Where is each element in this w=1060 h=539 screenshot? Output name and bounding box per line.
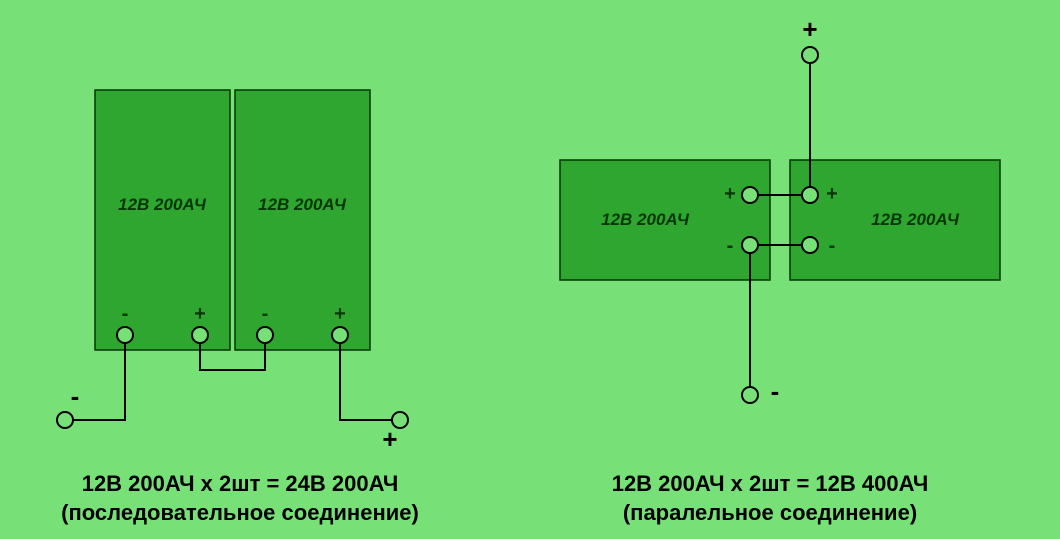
parallel-b2-minus-sign: - — [829, 235, 836, 257]
series-battery-2 — [235, 90, 370, 350]
series-b2-plus-node — [332, 327, 348, 343]
series-b1-minus-sign: - — [122, 303, 129, 325]
parallel-caption-line1: 12В 200АЧ х 2шт = 12В 400АЧ — [560, 470, 980, 499]
series-b2-plus-sign: + — [334, 303, 346, 325]
parallel-out-minus-node — [742, 387, 758, 403]
series-b1-plus-sign: + — [194, 303, 206, 325]
series-caption-line1: 12В 200АЧ х 2шт = 24В 200АЧ — [30, 470, 450, 499]
series-caption: 12В 200АЧ х 2шт = 24В 200АЧ (последовате… — [30, 470, 450, 527]
parallel-diagram: 12В 200АЧ 12В 200АЧ + - + - + - — [560, 14, 1000, 406]
series-out-plus-sign: + — [382, 424, 397, 454]
parallel-out-plus-node — [802, 47, 818, 63]
series-out-minus-node — [57, 412, 73, 428]
parallel-b1-minus-sign: - — [727, 235, 734, 257]
parallel-out-plus-sign: + — [802, 14, 817, 44]
parallel-b2-plus-node — [802, 187, 818, 203]
series-diagram: 12В 200АЧ 12В 200АЧ - + - + - + — [57, 90, 408, 454]
series-b1-plus-node — [192, 327, 208, 343]
series-b2-minus-sign: - — [262, 303, 269, 325]
parallel-b2-minus-node — [802, 237, 818, 253]
series-b2-minus-node — [257, 327, 273, 343]
series-battery-1 — [95, 90, 230, 350]
parallel-battery-1-label: 12В 200АЧ — [601, 210, 690, 229]
parallel-out-minus-sign: - — [771, 376, 780, 406]
parallel-caption: 12В 200АЧ х 2шт = 12В 400АЧ (паралельное… — [560, 470, 980, 527]
parallel-b2-plus-sign: + — [826, 183, 838, 205]
series-battery-2-label: 12В 200АЧ — [258, 195, 347, 214]
series-out-minus-sign: - — [71, 381, 80, 411]
parallel-b1-plus-sign: + — [724, 183, 736, 205]
series-b1-minus-node — [117, 327, 133, 343]
series-caption-line2: (последовательное соединение) — [30, 499, 450, 528]
parallel-caption-line2: (паралельное соединение) — [560, 499, 980, 528]
series-battery-1-label: 12В 200АЧ — [118, 195, 207, 214]
wiring-svg: 12В 200АЧ 12В 200АЧ - + - + - + 12В 200А… — [0, 0, 1060, 539]
parallel-b1-plus-node — [742, 187, 758, 203]
diagram-area: 12В 200АЧ 12В 200АЧ - + - + - + 12В 200А… — [0, 0, 1060, 539]
parallel-battery-2-label: 12В 200АЧ — [871, 210, 960, 229]
parallel-b1-minus-node — [742, 237, 758, 253]
